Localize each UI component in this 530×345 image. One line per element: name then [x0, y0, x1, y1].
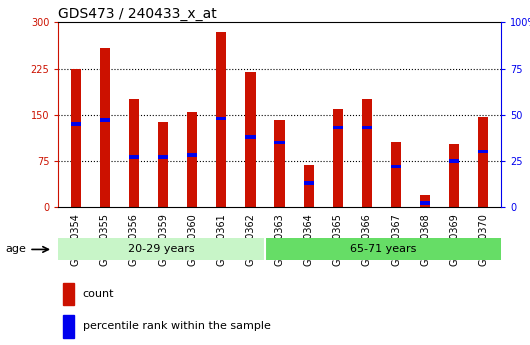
Text: 20-29 years: 20-29 years	[128, 244, 195, 254]
Text: count: count	[83, 289, 114, 299]
Bar	[63, 315, 74, 338]
Bar	[478, 150, 489, 154]
Bar	[100, 118, 110, 122]
Bar	[129, 99, 139, 207]
Bar	[245, 135, 255, 139]
Bar	[187, 154, 197, 157]
Bar	[304, 181, 314, 185]
Bar	[333, 126, 343, 129]
Bar	[58, 238, 265, 260]
Bar	[449, 159, 460, 163]
Text: GDS473 / 240433_x_at: GDS473 / 240433_x_at	[58, 7, 217, 21]
Bar	[333, 109, 343, 207]
Bar	[216, 32, 226, 207]
Bar	[449, 144, 460, 207]
Bar	[245, 72, 255, 207]
Bar	[362, 99, 372, 207]
Bar	[129, 155, 139, 159]
Bar	[362, 126, 372, 129]
Bar	[158, 155, 168, 159]
Bar	[420, 195, 430, 207]
Bar	[216, 117, 226, 120]
Bar	[304, 165, 314, 207]
Bar	[70, 122, 81, 126]
Bar	[391, 165, 401, 168]
Text: percentile rank within the sample: percentile rank within the sample	[83, 322, 270, 332]
Bar	[391, 142, 401, 207]
Bar	[275, 140, 285, 144]
Bar	[275, 120, 285, 207]
Text: age: age	[5, 244, 26, 254]
Bar	[478, 117, 489, 207]
Bar	[63, 283, 74, 306]
Bar	[420, 201, 430, 205]
Text: 65-71 years: 65-71 years	[350, 244, 416, 254]
Bar	[187, 112, 197, 207]
Bar	[70, 69, 81, 207]
Bar	[265, 238, 501, 260]
Bar	[158, 122, 168, 207]
Bar	[100, 48, 110, 207]
